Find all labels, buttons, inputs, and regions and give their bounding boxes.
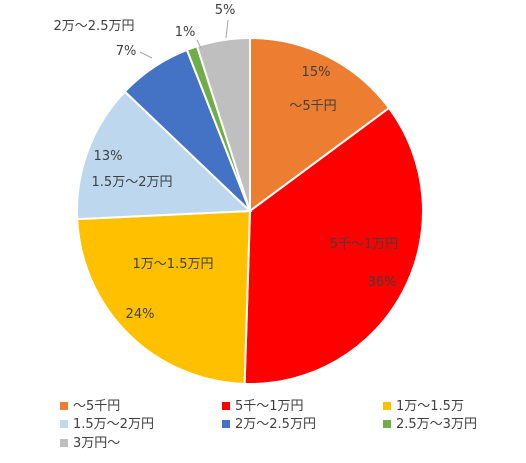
- legend-swatch: [60, 402, 68, 410]
- slice-label: 1万～1.5万円: [133, 257, 214, 272]
- leader-line: [196, 39, 202, 49]
- slice-label: 2万～2.5万円: [54, 19, 135, 34]
- percent-label: 1%: [175, 25, 196, 40]
- leader-line: [225, 19, 229, 39]
- pie-slice: [76, 209, 252, 385]
- pie-slice: [249, 36, 391, 213]
- legend: ～5千円 5千～1万円 1万～1.5万 1.5万～2万円 2万～2.5万円 2.5万～3万…: [60, 399, 477, 451]
- legend-label: 1.5万～2万円: [73, 417, 154, 432]
- legend-swatch: [383, 402, 391, 410]
- legend-swatch: [222, 420, 230, 428]
- legend-swatch: [60, 439, 68, 447]
- legend-label: 5千～1万円: [235, 399, 304, 414]
- leader-line: [139, 51, 153, 59]
- pie-slice: [243, 106, 424, 385]
- pie-slice: [76, 90, 253, 221]
- legend-swatch: [383, 420, 391, 428]
- percent-label: 15%: [302, 65, 331, 80]
- legend-swatch: [222, 402, 230, 410]
- legend-label: 3万円～: [73, 436, 120, 451]
- slice-label: 1.5万～2万円: [92, 175, 173, 190]
- percent-label: 36%: [368, 275, 397, 290]
- legend-label: 2万～2.5万円: [235, 417, 316, 432]
- slice-label: 5千～1万円: [330, 237, 399, 252]
- percent-label: 24%: [126, 307, 155, 322]
- legend-label: ～5千円: [73, 399, 120, 414]
- pie-slice: [195, 36, 251, 212]
- percent-label: 13%: [94, 149, 123, 164]
- legend-label: 1万～1.5万: [396, 399, 464, 414]
- data-labels: 15% ～5千円 36% 5千～1万円 24% 1万～1.5万円 13% 1.5万～2万円 7%…: [54, 3, 399, 322]
- pie-slices: [76, 36, 424, 385]
- leader-lines: [139, 19, 229, 59]
- slice-label: ～5千円: [289, 99, 336, 114]
- legend-swatch: [60, 420, 68, 428]
- percent-label: 5%: [215, 3, 236, 18]
- legend-label: 2.5万～3万円: [396, 417, 477, 432]
- percent-label: 7%: [116, 44, 137, 59]
